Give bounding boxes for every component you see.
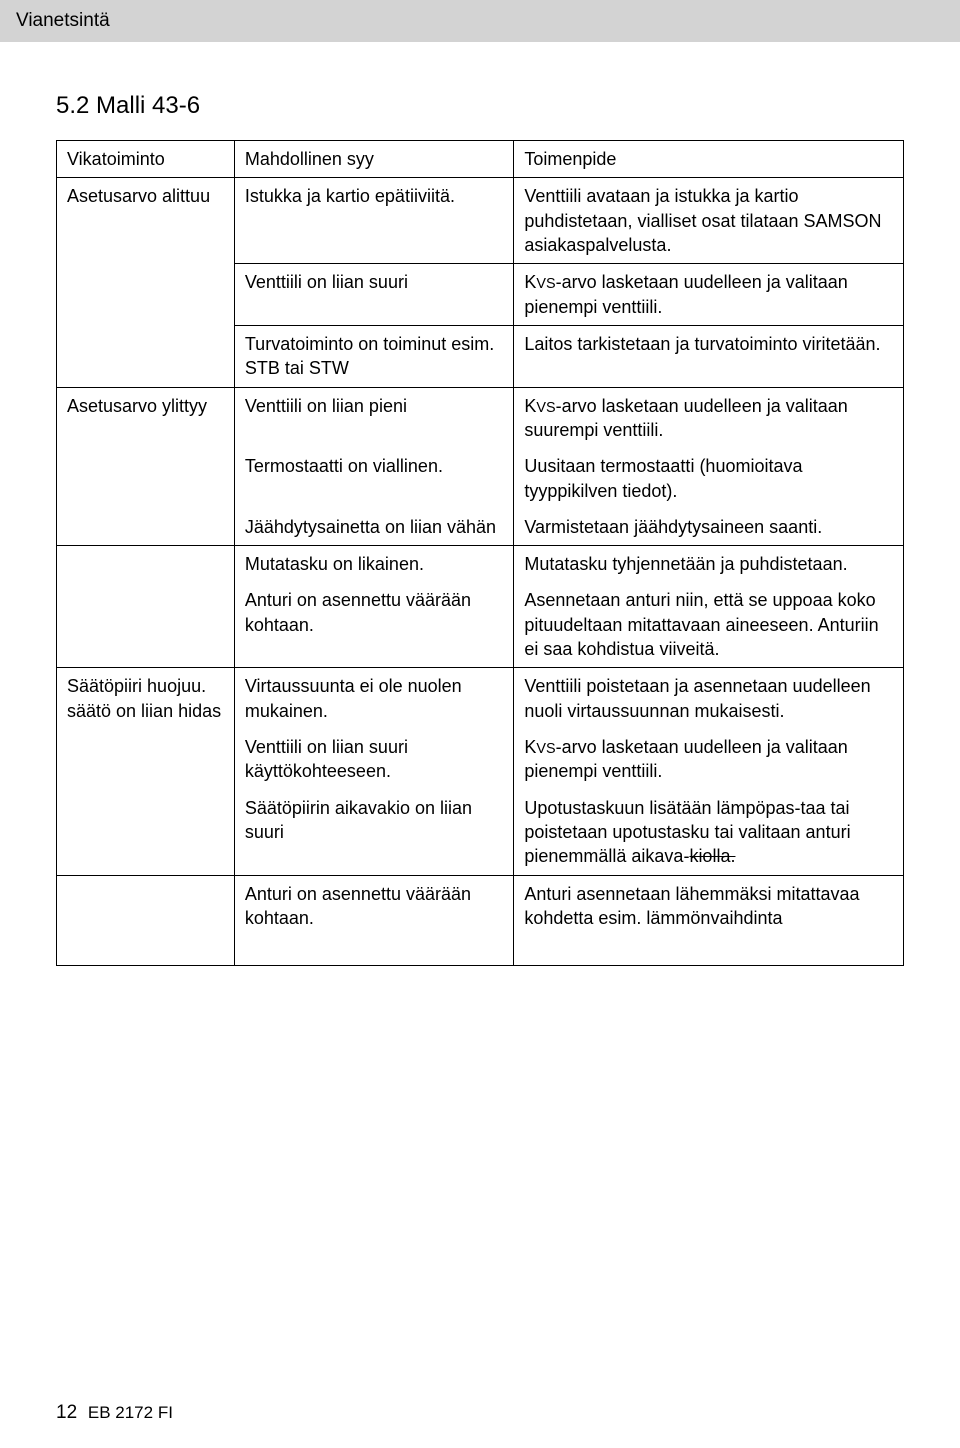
header-col-cause: Mahdollinen syy [234,141,514,178]
table-row: Mutatasku on likainen. Mutatasku tyhjenn… [57,546,904,583]
fault-label: Säätöpiiri huojuu. säätö on liian hidas [57,668,235,875]
table-row: Anturi on asennettu väärään kohtaan. Ant… [57,875,904,965]
section-title: 5.2 Malli 43-6 [56,92,904,120]
table-row: Asetusarvo alittuu Istukka ja kartio epä… [57,178,904,264]
remedy-cell: Varmistetaan jäähdytysaineen saanti. [514,509,904,546]
fault-label-empty [57,875,235,965]
remedy-cell: Anturi asennetaan lähemmäksi mitattavaa … [514,875,904,965]
fault-label: Asetusarvo alittuu [57,178,235,387]
troubleshooting-table: Vikatoiminto Mahdollinen syy Toimenpide … [56,140,904,966]
cause-cell: Säätöpiirin aikavakio on liian suuri [234,790,514,875]
fault-label-empty [57,546,235,668]
header-title: Vianetsintä [16,10,110,31]
remedy-cell: Laitos tarkistetaan ja turvatoiminto vir… [514,325,904,387]
remedy-cell: KVS-arvo lasketaan uudelleen ja valitaan… [514,729,904,790]
table-header-row: Vikatoiminto Mahdollinen syy Toimenpide [57,141,904,178]
cause-cell: Venttiili on liian suuri käyttökohteesee… [234,729,514,790]
table-row: Asetusarvo ylittyy Venttiili on liian pi… [57,387,904,448]
remedy-cell: KVS-arvo lasketaan uudelleen ja valitaan… [514,264,904,326]
remedy-cell: KVS-arvo lasketaan uudelleen ja valitaan… [514,387,904,448]
cause-cell: Anturi on asennettu väärään kohtaan. [234,582,514,667]
cause-cell: Virtaussuunta ei ole nuolen mukainen. [234,668,514,729]
doc-id: EB 2172 FI [88,1403,173,1422]
remedy-cell: Upotustaskuun lisätään lämpöpas-taa tai … [514,790,904,875]
cause-cell: Venttiili on liian suuri [234,264,514,326]
fault-label: Asetusarvo ylittyy [57,387,235,546]
header-bar: Vianetsintä [0,0,960,42]
cause-cell: Venttiili on liian pieni [234,387,514,448]
footer: 12 EB 2172 FI [56,1402,173,1424]
page-number: 12 [56,1402,77,1423]
remedy-cell: Mutatasku tyhjennetään ja puhdistetaan. [514,546,904,583]
table-row: Säätöpiiri huojuu. säätö on liian hidas … [57,668,904,729]
cause-cell: Anturi on asennettu väärään kohtaan. [234,875,514,965]
content: 5.2 Malli 43-6 Vikatoiminto Mahdollinen … [0,42,960,966]
cause-cell: Termostaatti on viallinen. [234,448,514,509]
remedy-cell: Venttiili poistetaan ja asennetaan uudel… [514,668,904,729]
cause-cell: Istukka ja kartio epätiiviitä. [234,178,514,264]
cause-cell: Jäähdytysainetta on liian vähän [234,509,514,546]
remedy-cell: Asennetaan anturi niin, että se uppoaa k… [514,582,904,667]
cause-cell: Mutatasku on likainen. [234,546,514,583]
header-col-remedy: Toimenpide [514,141,904,178]
remedy-cell: Uusitaan termostaatti (huomioitava tyypp… [514,448,904,509]
cause-cell: Turvatoiminto on toiminut esim. STB tai … [234,325,514,387]
header-col-fault: Vikatoiminto [57,141,235,178]
remedy-cell: Venttiili avataan ja istukka ja kartio p… [514,178,904,264]
